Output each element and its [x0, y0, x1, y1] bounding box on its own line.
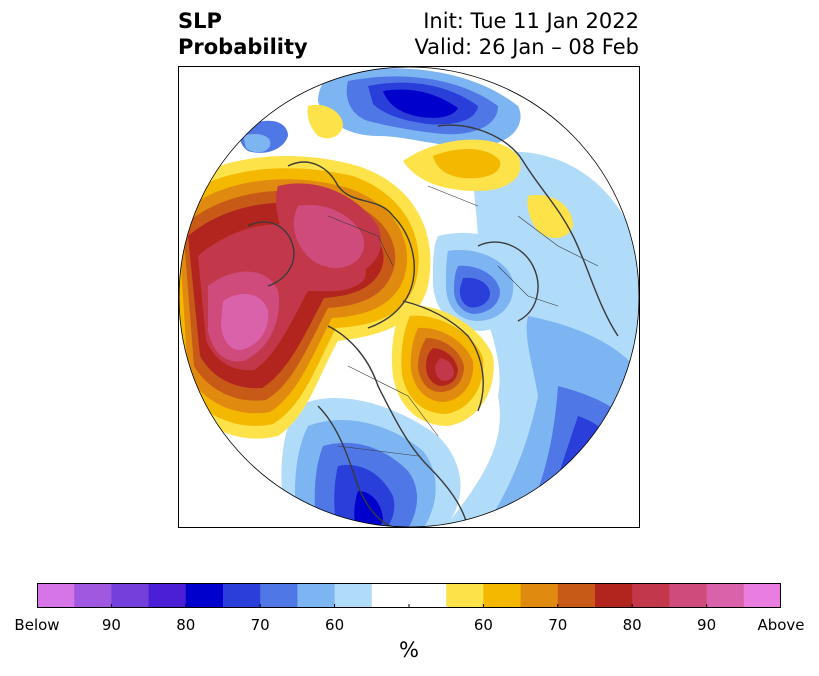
- colorbar-swatch: [223, 583, 261, 608]
- colorbar-tick-label: 60: [325, 616, 345, 634]
- colorbar-swatch: [520, 583, 559, 608]
- valid-date: Valid: 26 Jan – 08 Feb: [414, 35, 639, 59]
- colorbar-swatch: [111, 583, 150, 608]
- colorbar-swatch: [669, 583, 708, 608]
- init-date: Init: Tue 11 Jan 2022: [423, 9, 639, 33]
- colorbar-tick-label: Below: [14, 616, 60, 634]
- colorbar-tick-label: 80: [176, 616, 196, 634]
- colorbar-swatch: [743, 583, 781, 608]
- title-line-2: Probability: [178, 35, 308, 59]
- colorbar-tick-label: Above: [757, 616, 805, 634]
- coastlines: [247, 124, 619, 527]
- colorbar-tick-label: 70: [548, 616, 568, 634]
- colorbar-swatches: [37, 583, 781, 608]
- map-border: [178, 66, 640, 528]
- map-panel: [178, 66, 640, 528]
- colorbar-swatch: [409, 583, 447, 608]
- colorbar-swatch: [632, 583, 670, 608]
- colorbar-swatch: [74, 583, 112, 608]
- probability-map: [178, 66, 640, 528]
- colorbar-tick-label: 80: [622, 616, 642, 634]
- colorbar-swatch: [595, 583, 633, 608]
- colorbar-tick-label: 90: [697, 616, 717, 634]
- colorbar-swatch: [706, 583, 745, 608]
- colorbar-unit-label: %: [399, 638, 419, 662]
- colorbar-swatch: [483, 583, 522, 608]
- colorbar-swatch: [297, 583, 336, 608]
- colorbar: [37, 583, 781, 608]
- political-borders: [327, 185, 599, 457]
- colorbar-swatch: [334, 583, 373, 608]
- colorbar-tick-label: 90: [101, 616, 121, 634]
- chart-dates: Init: Tue 11 Jan 2022 Valid: 26 Jan – 08…: [414, 8, 639, 60]
- colorbar-swatch: [37, 583, 75, 608]
- title-line-1: SLP: [178, 9, 222, 33]
- chart-title: SLP Probability: [178, 8, 308, 60]
- colorbar-swatch: [185, 583, 224, 608]
- colorbar-swatch: [260, 583, 298, 608]
- colorbar-swatch: [557, 583, 596, 608]
- colorbar-tick-label: 60: [473, 616, 493, 634]
- colorbar-tick-label: 70: [250, 616, 270, 634]
- colorbar-swatch: [148, 583, 187, 608]
- colorbar-swatch: [371, 583, 410, 608]
- anomaly-field: [179, 67, 639, 527]
- colorbar-swatch: [446, 583, 484, 608]
